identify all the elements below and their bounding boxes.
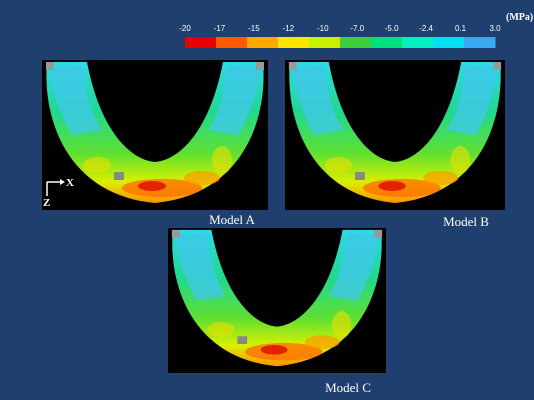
colorbar-segment bbox=[309, 37, 341, 48]
colorbar-segment bbox=[185, 37, 217, 48]
panel-label: Model A bbox=[209, 212, 255, 227]
colorbar-tick-label: 0.1 bbox=[455, 24, 467, 33]
colorbar-tick-label: -10 bbox=[317, 24, 329, 33]
colorbar-tick-label: -20 bbox=[179, 24, 191, 33]
colorbar-tick-label: -7.0 bbox=[350, 24, 364, 33]
colorbar-segment bbox=[340, 37, 372, 48]
figure-canvas: (MPa) -20-17-15-12-10-7.0-5.0-2.40.13.0 … bbox=[0, 0, 534, 400]
model-c-image bbox=[168, 228, 386, 373]
colorbar-segment bbox=[402, 37, 434, 48]
colorbar-tick-label: -17 bbox=[214, 24, 226, 33]
model-a-image bbox=[42, 60, 268, 210]
colorbar-segment bbox=[216, 37, 248, 48]
colorbar-tick-label: -12 bbox=[283, 24, 295, 33]
colorbar-segment bbox=[464, 37, 496, 48]
colorbar-tick-label: -15 bbox=[248, 24, 260, 33]
x-axis-label: X bbox=[66, 177, 74, 189]
figure: (MPa) -20-17-15-12-10-7.0-5.0-2.40.13.0 … bbox=[0, 0, 534, 400]
z-axis-label: Z bbox=[43, 197, 50, 209]
colorbar-segment bbox=[278, 37, 310, 48]
colorbar-tick-label: -5.0 bbox=[385, 24, 399, 33]
colorbar-segment bbox=[371, 37, 403, 48]
colorbar-tick-label: -2.4 bbox=[419, 24, 433, 33]
unit-label: (MPa) bbox=[506, 12, 533, 23]
colorbar: -20 -17 -15 -12 -10 -7.0 -5.0 -2.4 0.1 3.0 bbox=[179, 24, 501, 48]
model-b-image bbox=[285, 60, 505, 210]
colorbar-segment bbox=[433, 37, 465, 48]
panel-label: Model B bbox=[443, 214, 489, 229]
panel-label: Model C bbox=[325, 380, 371, 395]
colorbar-tick-label: 3.0 bbox=[489, 24, 501, 33]
colorbar-segment bbox=[247, 37, 279, 48]
